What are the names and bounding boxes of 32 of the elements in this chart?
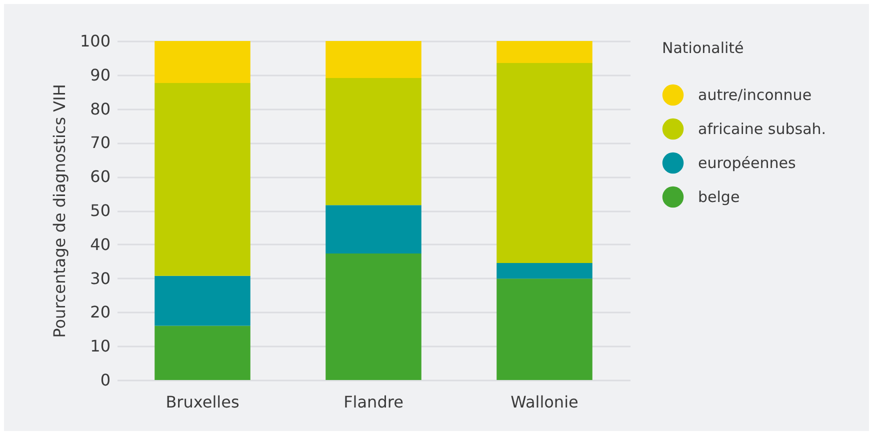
legend-label: autre/inconnue (698, 86, 812, 104)
y-tick-label: 50 (90, 201, 110, 220)
legend-title: Nationalité (662, 39, 744, 57)
bar (496, 263, 592, 279)
bar (154, 83, 250, 276)
bar (154, 326, 250, 380)
bar (154, 41, 250, 84)
y-tick-label: 10 (90, 336, 110, 356)
y-tick-label: 70 (90, 133, 110, 152)
legend-label: belge (698, 188, 740, 206)
bar (326, 78, 422, 206)
y-tick-label: 60 (90, 167, 110, 186)
y-tick-label: 20 (90, 302, 110, 322)
x-tick-label: Bruxelles (166, 392, 240, 412)
y-axis-title: Pourcentage de diagnostics VIH (50, 84, 69, 338)
x-tick-label: Wallonie (510, 392, 578, 412)
bar (326, 254, 422, 380)
bar (326, 205, 422, 254)
bar (496, 278, 592, 380)
y-tick-label: 90 (90, 65, 110, 84)
bar (154, 276, 250, 326)
bar (496, 41, 592, 64)
y-tick-label: 30 (90, 268, 110, 288)
y-tick-label: 0 (100, 370, 110, 390)
bar (326, 41, 422, 78)
y-tick-label: 100 (80, 32, 110, 50)
legend-label: européennes (698, 154, 796, 172)
y-tick-label: 40 (90, 234, 110, 254)
y-tick-label: 80 (90, 99, 110, 118)
legend-label: africaine subsah. (698, 120, 826, 138)
x-tick-label: Flandre (344, 392, 404, 412)
bar (496, 63, 592, 264)
